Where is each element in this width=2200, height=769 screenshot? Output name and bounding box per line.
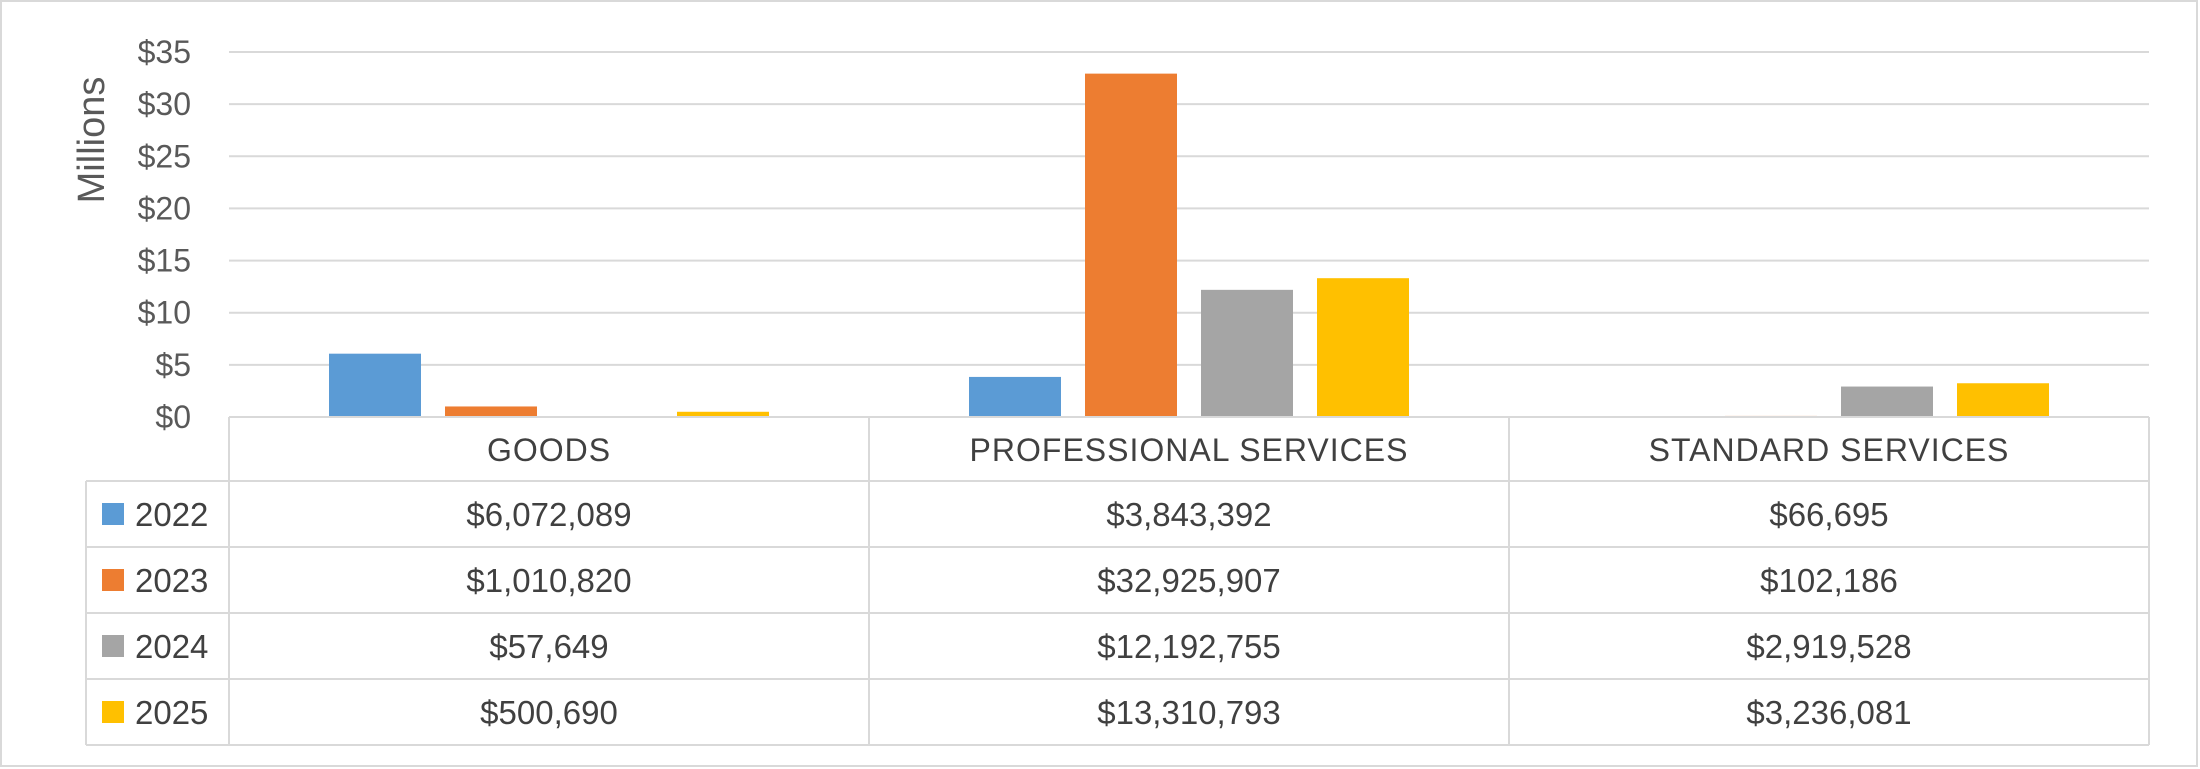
data-label: $12,192,755 bbox=[1097, 628, 1281, 665]
table-row: 2024 $57,649 $12,192,755 $2,919,528 bbox=[102, 628, 1912, 665]
table-row: 2025 $500,690 $13,310,793 $3,236,081 bbox=[102, 694, 1912, 731]
data-label: $2,919,528 bbox=[1746, 628, 1911, 665]
bars bbox=[329, 73, 2049, 418]
data-label: $3,236,081 bbox=[1746, 694, 1911, 731]
category-labels: GOODS PROFESSIONAL SERVICES STANDARD SERVI… bbox=[487, 432, 2010, 468]
legend-key bbox=[102, 701, 124, 723]
data-label: $102,186 bbox=[1760, 562, 1898, 599]
category-label: STANDARD SERVICES bbox=[1649, 432, 2010, 468]
series-name: 2023 bbox=[135, 562, 208, 599]
data-label: $500,690 bbox=[480, 694, 618, 731]
table-row: 2022 $6,072,089 $3,843,392 $66,695 bbox=[102, 496, 1889, 533]
data-table-rows: 2022 $6,072,089 $3,843,392 $66,695 2023 $1,01… bbox=[102, 496, 1912, 731]
table-row: 2023 $1,010,820 $32,925,907 $102,186 bbox=[102, 562, 1898, 599]
bar-2024-professional-services bbox=[1201, 289, 1293, 417]
bar-2025-standard-services bbox=[1957, 383, 2049, 417]
y-axis-label: Millions bbox=[71, 77, 113, 204]
bar-2022-professional-services bbox=[969, 376, 1061, 417]
category-label: PROFESSIONAL SERVICES bbox=[970, 432, 1409, 468]
bar-2024-standard-services bbox=[1841, 386, 1933, 417]
y-tick-label: $35 bbox=[138, 34, 191, 70]
bar-2023-professional-services bbox=[1085, 73, 1177, 418]
category-label: GOODS bbox=[487, 432, 611, 468]
y-tick-label: $15 bbox=[138, 243, 191, 279]
data-label: $1,010,820 bbox=[466, 562, 631, 599]
legend-key bbox=[102, 503, 124, 525]
y-tick-label: $30 bbox=[138, 86, 191, 122]
legend-key bbox=[102, 569, 124, 591]
data-label: $66,695 bbox=[1769, 496, 1888, 533]
y-tick-label: $5 bbox=[155, 347, 191, 383]
legend-key bbox=[102, 635, 124, 657]
data-table-grid bbox=[85, 416, 2150, 746]
bar-2025-goods bbox=[677, 411, 769, 417]
bar-2023-goods bbox=[445, 406, 537, 417]
data-label: $6,072,089 bbox=[466, 496, 631, 533]
data-label: $3,843,392 bbox=[1106, 496, 1271, 533]
bar-2022-goods bbox=[329, 353, 421, 417]
series-name: 2022 bbox=[135, 496, 208, 533]
bar-2025-professional-services bbox=[1317, 278, 1409, 417]
y-axis-tick-labels: $0 $5 $10 $15 $20 $25 $30 $35 bbox=[138, 34, 191, 435]
data-label: $13,310,793 bbox=[1097, 694, 1281, 731]
y-tick-label: $25 bbox=[138, 138, 191, 174]
data-label: $32,925,907 bbox=[1097, 562, 1281, 599]
series-name: 2025 bbox=[135, 694, 208, 731]
y-tick-label: $20 bbox=[138, 190, 191, 226]
y-tick-label: $10 bbox=[138, 295, 191, 331]
y-tick-label: $0 bbox=[155, 399, 191, 435]
series-name: 2024 bbox=[135, 628, 208, 665]
data-label: $57,649 bbox=[489, 628, 608, 665]
